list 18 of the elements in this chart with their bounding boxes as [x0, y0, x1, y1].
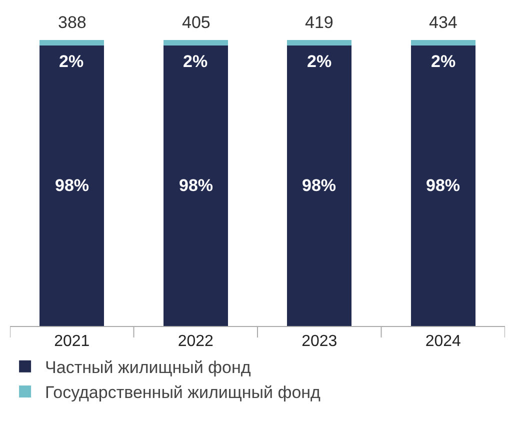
legend-label: Частный жилищный фонд	[45, 358, 251, 378]
x-tick-label: 2021	[54, 333, 90, 350]
annotation: 405	[182, 13, 210, 32]
data-label: 98%	[302, 176, 336, 195]
annotation: 434	[429, 13, 458, 32]
data-label: 98%	[55, 176, 90, 195]
data-label: 2%	[307, 52, 332, 71]
data-label: 2%	[183, 52, 208, 71]
annotation: 388	[58, 13, 86, 32]
x-tick-label: 2024	[425, 333, 462, 350]
data-label: 2%	[59, 52, 84, 71]
legend-label: Государственный жилищный фонд	[45, 383, 321, 402]
annotation: 419	[305, 13, 334, 32]
data-label: 2%	[431, 52, 456, 71]
data-label: 98%	[426, 176, 460, 195]
data-label: 98%	[179, 176, 214, 195]
x-tick-label: 2023	[302, 333, 338, 350]
x-tick-label: 2022	[178, 333, 214, 350]
